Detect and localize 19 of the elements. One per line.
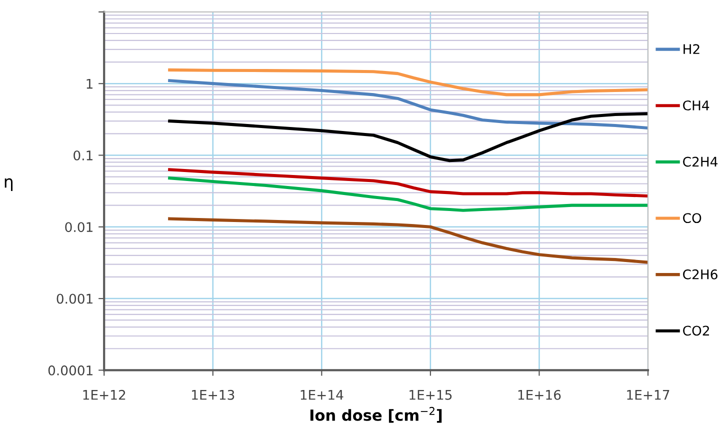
legend-label: CO2 bbox=[683, 326, 709, 336]
x-tick-label: 1E+16 bbox=[518, 390, 561, 400]
y-tick-label: 0.1 bbox=[74, 150, 92, 160]
x-tick-label: 1E+17 bbox=[627, 390, 670, 400]
legend-label: CO bbox=[683, 213, 702, 224]
x-tick-label: 1E+14 bbox=[300, 390, 344, 400]
x-axis-title: Ion dose [cm$^{−2}$] bbox=[310, 406, 442, 423]
y-axis-title: η bbox=[4, 178, 13, 192]
legend-label: C2H4 bbox=[683, 156, 718, 167]
x-tick-label: 1E+13 bbox=[192, 390, 234, 400]
y-tick-label: 0.001 bbox=[56, 294, 92, 304]
legend-label: CH4 bbox=[683, 100, 710, 110]
legend-label: H2 bbox=[684, 44, 700, 54]
y-tick-label: 0.01 bbox=[65, 222, 92, 232]
legend-label: C2H6 bbox=[683, 269, 718, 280]
y-tick-label: 0.0001 bbox=[48, 365, 92, 376]
x-tick-label: 1E+12 bbox=[83, 390, 126, 400]
x-tick-label: 1E+15 bbox=[410, 390, 452, 400]
y-tick-label: 1 bbox=[86, 78, 92, 89]
